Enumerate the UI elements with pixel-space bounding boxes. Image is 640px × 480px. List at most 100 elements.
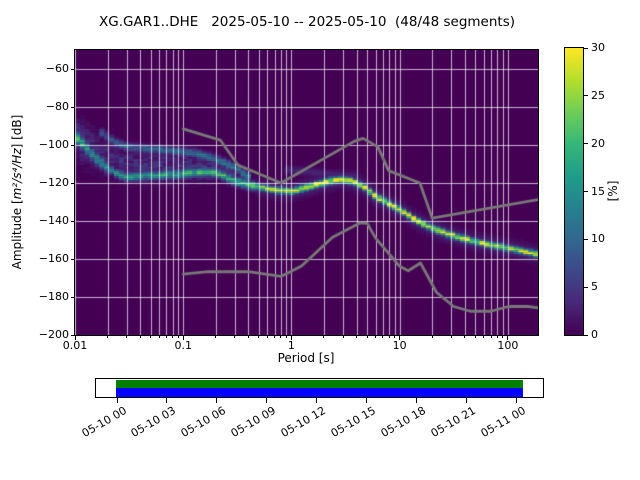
coverage-timeline: [95, 378, 544, 398]
x-tick-label: 10: [392, 339, 407, 352]
y-tick-label: −180: [38, 290, 69, 303]
x-minor-tick: [490, 335, 492, 338]
colorbar-tick: [584, 143, 588, 145]
y-tick-label: −100: [38, 138, 69, 151]
x-tick-label: 100: [497, 339, 519, 352]
plot-title: XG.GAR1..DHE 2025-05-10 -- 2025-05-10 (4…: [99, 14, 515, 30]
y-major-tick: [71, 258, 75, 260]
x-minor-tick: [258, 335, 260, 338]
x-minor-tick: [215, 335, 217, 338]
x-tick-label: 0.1: [174, 339, 192, 352]
x-minor-tick: [342, 335, 344, 338]
y-major-tick: [71, 296, 75, 298]
x-minor-tick: [126, 335, 128, 338]
colorbar-label: [%]: [606, 180, 620, 202]
x-minor-tick: [431, 335, 433, 338]
colorbar-tick-label: 0: [591, 328, 598, 341]
x-minor-tick: [323, 335, 325, 338]
x-major-tick: [182, 335, 184, 340]
x-minor-tick: [234, 335, 236, 338]
colorbar: [564, 47, 584, 336]
timeline-tick: [465, 398, 467, 403]
y-tick-label: −160: [38, 252, 69, 265]
timeline-tick-label: 05-10 09: [228, 404, 279, 440]
x-minor-tick: [150, 335, 152, 338]
colorbar-tick: [584, 95, 588, 97]
y-major-tick: [71, 220, 75, 222]
timeline-tick: [316, 398, 317, 403]
timeline-tick-label: 05-10 06: [178, 404, 229, 440]
x-minor-tick: [107, 335, 109, 338]
x-minor-tick: [450, 335, 452, 338]
colorbar-tick: [584, 238, 588, 240]
x-minor-tick: [172, 335, 174, 338]
timeline-tick-label: 05-10 21: [428, 404, 478, 440]
colorbar-tick-label: 20: [591, 136, 605, 150]
x-minor-tick: [464, 335, 466, 338]
colorbar-tick: [584, 191, 588, 192]
y-major-tick: [71, 68, 75, 70]
x-minor-tick: [356, 335, 358, 338]
x-minor-tick: [496, 335, 498, 338]
x-axis-label: Period [s]: [277, 351, 335, 365]
x-tick-label: 1: [287, 339, 295, 352]
x-minor-tick: [382, 335, 384, 338]
x-minor-tick: [474, 335, 476, 338]
colorbar-tick: [584, 286, 588, 288]
x-minor-tick: [158, 335, 160, 338]
timeline-tick: [415, 398, 417, 403]
x-minor-tick: [502, 335, 504, 338]
timeline-tick-label: 05-11 00: [478, 404, 528, 440]
y-major-tick: [71, 334, 75, 336]
timeline-tick: [515, 398, 517, 403]
x-minor-tick: [285, 335, 287, 338]
x-major-tick: [290, 335, 292, 340]
timeline-tick: [266, 398, 268, 403]
y-axis-label-units: m²/s⁴/Hz: [10, 148, 24, 200]
timeline-tick-label: 05-10 00: [79, 404, 129, 440]
x-major-tick: [74, 335, 76, 340]
x-minor-tick: [165, 335, 167, 338]
x-minor-tick: [394, 335, 396, 338]
colorbar-tick-label: 30: [591, 41, 605, 54]
y-major-tick: [71, 182, 75, 184]
x-minor-tick: [177, 335, 179, 338]
colorbar-tick-label: 25: [591, 88, 605, 102]
y-tick-label: −60: [45, 62, 69, 75]
x-major-tick: [507, 335, 509, 340]
timeline-tick: [166, 398, 168, 403]
x-minor-tick: [247, 335, 249, 338]
x-minor-tick: [388, 335, 390, 338]
y-tick-label: −120: [38, 176, 69, 189]
x-minor-tick: [280, 335, 282, 338]
y-tick-label: −80: [45, 100, 69, 113]
x-minor-tick: [274, 335, 276, 338]
timeline-tick: [216, 398, 218, 403]
x-minor-tick: [139, 335, 141, 338]
x-minor-tick: [266, 335, 268, 338]
ppsd-heatmap: [74, 49, 539, 336]
timeline-tick-label: 05-10 03: [129, 404, 179, 440]
y-major-tick: [71, 106, 75, 108]
timeline-tick-label: 05-10 18: [378, 404, 428, 440]
x-major-tick: [399, 335, 401, 340]
x-minor-tick: [375, 335, 377, 338]
timeline-tick-label: 05-10 15: [328, 404, 378, 440]
colorbar-tick-label: 15: [591, 184, 605, 198]
timeline-tick-label: 05-10 12: [278, 404, 328, 440]
x-minor-tick: [483, 335, 485, 338]
x-minor-tick: [366, 335, 368, 338]
coverage-bar-green: [116, 379, 523, 388]
y-tick-label: −200: [38, 328, 69, 341]
x-tick-label: 0.01: [62, 339, 88, 352]
timeline-tick: [116, 398, 118, 403]
colorbar-tick: [584, 47, 588, 49]
y-major-tick: [71, 144, 75, 146]
colorbar-tick-label: 10: [591, 232, 605, 246]
timeline-tick: [365, 398, 367, 403]
colorbar-tick-label: 5: [591, 280, 598, 294]
y-tick-label: −140: [38, 214, 69, 227]
coverage-bar-blue: [116, 388, 523, 397]
colorbar-tick: [584, 334, 588, 336]
